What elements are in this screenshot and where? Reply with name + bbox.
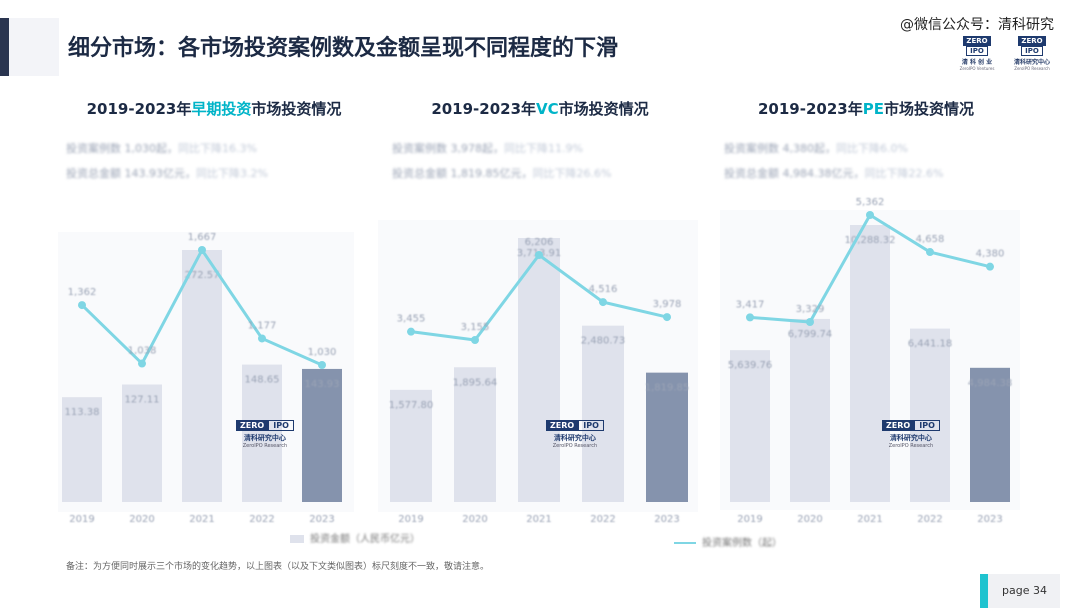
summary-vc-count: 投资案例数 3,978起，同比下降11.9% — [392, 142, 583, 155]
legend-line: 投资案例数（起） — [674, 534, 782, 549]
line-point — [138, 359, 146, 368]
line-point — [866, 211, 874, 219]
title-accent-bar — [0, 18, 9, 76]
line-data-label: 1,177 — [248, 320, 277, 331]
x-tick-label: 2019 — [69, 514, 94, 525]
line-data-label: 3,978 — [653, 299, 682, 310]
line-data-label: 3,155 — [461, 322, 490, 333]
bar-data-label: 113.38 — [65, 407, 100, 418]
x-tick-label: 2019 — [737, 514, 762, 525]
bar-data-label: 5,639.76 — [728, 360, 773, 371]
bar-data-label: 6,799.74 — [788, 329, 833, 340]
line-data-label: 1,667 — [188, 232, 217, 243]
page-number-accent — [980, 574, 988, 608]
bar — [182, 250, 222, 502]
x-tick-label: 2023 — [977, 514, 1002, 525]
bar — [390, 389, 432, 502]
bar-data-label: 6,441.18 — [908, 339, 953, 350]
summary-pe-count: 投资案例数 4,380起，同比下降6.0% — [724, 142, 908, 155]
bar-data-label: 1,819.85 — [645, 383, 690, 394]
bar — [62, 397, 102, 502]
title-accent-bg — [9, 18, 59, 76]
line-point — [78, 301, 86, 310]
bar-data-label: 272.57 — [185, 270, 220, 281]
line-data-label: 5,362 — [856, 197, 885, 208]
x-tick-label: 2021 — [857, 514, 882, 525]
x-tick-label: 2020 — [797, 514, 822, 525]
line-data-label: 4,516 — [589, 284, 618, 295]
line-point — [599, 298, 607, 307]
bar — [242, 364, 282, 502]
bar-data-label: 143.93 — [305, 379, 340, 390]
x-tick-label: 2021 — [526, 514, 551, 525]
bar-data-label: 2,480.73 — [581, 336, 626, 347]
summary-early-count: 投资案例数 1,030起，同比下降16.3% — [66, 142, 257, 155]
line-point — [535, 251, 543, 259]
zeroipo-research-logo: ZEROIPO 清科研究中心 ZeroIPO Research — [1013, 36, 1050, 71]
bar-data-label: 10,288.32 — [845, 235, 896, 246]
bar — [582, 325, 624, 502]
x-tick-label: 2021 — [189, 514, 214, 525]
line-point — [258, 334, 266, 343]
bar — [970, 367, 1010, 502]
line-point — [198, 246, 206, 254]
x-tick-label: 2019 — [398, 514, 423, 525]
line-point — [407, 327, 415, 336]
bar — [910, 328, 950, 502]
bar — [730, 350, 770, 502]
line-point — [746, 313, 754, 322]
bar — [790, 318, 830, 502]
line-point — [986, 262, 994, 271]
bar-data-label: 148.65 — [245, 375, 280, 386]
x-tick-label: 2022 — [249, 514, 274, 525]
x-tick-label: 2023 — [654, 514, 679, 525]
bar — [518, 238, 560, 502]
line-data-label: 1,030 — [308, 347, 337, 358]
zeroipo-ventures-logo: ZEROIPO 清 科 创 业 ZeroIPO Ventures — [959, 36, 995, 71]
line-data-label: 1,362 — [68, 287, 97, 298]
line-data-label: 3,455 — [397, 314, 426, 325]
x-tick-label: 2020 — [129, 514, 154, 525]
line-data-label: 6,206 — [525, 237, 554, 248]
summary-pe-amount: 投资总金额 4,984.38亿元，同比下降22.6% — [724, 167, 944, 180]
chart-watermark-logo-pe: ZERO IPO 清科研究中心 ZeroIPO Research — [882, 420, 940, 449]
chart-title-early: 2019-2023年早期投资市场投资情况 — [86, 100, 342, 118]
summary-vc-amount: 投资总金额 1,819.85亿元，同比下降26.6% — [392, 167, 612, 180]
line-point — [663, 313, 671, 322]
bar-data-label: 127.11 — [125, 394, 160, 405]
bar — [454, 367, 496, 502]
line-point — [926, 248, 934, 257]
x-tick-label: 2023 — [309, 514, 334, 525]
watermark-text: @微信公众号：清科研究 — [900, 17, 1054, 33]
summary-early-amount: 投资总金额 143.93亿元，同比下降3.2% — [66, 167, 268, 180]
line-point — [471, 336, 479, 344]
bar — [646, 372, 688, 502]
bar — [302, 368, 342, 502]
line-data-label: 3,329 — [796, 304, 825, 315]
x-tick-label: 2022 — [917, 514, 942, 525]
page-number-box: page 34 — [980, 574, 1060, 608]
bar-data-label: 4,984.38 — [968, 378, 1013, 389]
footnote: 备注：为方便同时展示三个市场的变化趋势，以上图表（以及下文类似图表）标尺刻度不一… — [66, 562, 490, 572]
bar — [122, 384, 162, 502]
chart-title-vc: 2019-2023年VC市场投资情况 — [431, 100, 649, 118]
line-point — [318, 361, 326, 369]
chart-watermark-logo-early: ZERO IPO 清科研究中心 ZeroIPO Research — [236, 420, 294, 449]
bar-data-label: 1,577.80 — [389, 400, 434, 411]
chart-watermark-logo-vc: ZERO IPO 清科研究中心 ZeroIPO Research — [546, 420, 604, 449]
line-data-label: 3,417 — [736, 299, 765, 310]
x-tick-label: 2022 — [590, 514, 615, 525]
page-number: page 34 — [1002, 584, 1047, 597]
line-data-label: 4,380 — [976, 249, 1005, 260]
line-point — [806, 318, 814, 326]
bar-data-label: 1,895.64 — [453, 377, 498, 388]
x-tick-label: 2020 — [462, 514, 487, 525]
page-title: 细分市场：各市场投资案例数及金额呈现不同程度的下滑 — [68, 36, 619, 61]
bar — [850, 225, 890, 502]
chart-title-pe: 2019-2023年PE市场投资情况 — [758, 100, 974, 118]
line-data-label: 4,658 — [916, 234, 945, 245]
line-data-label: 1,038 — [128, 346, 157, 357]
legend-bar: 投资金额（人民币亿元） — [290, 530, 420, 545]
